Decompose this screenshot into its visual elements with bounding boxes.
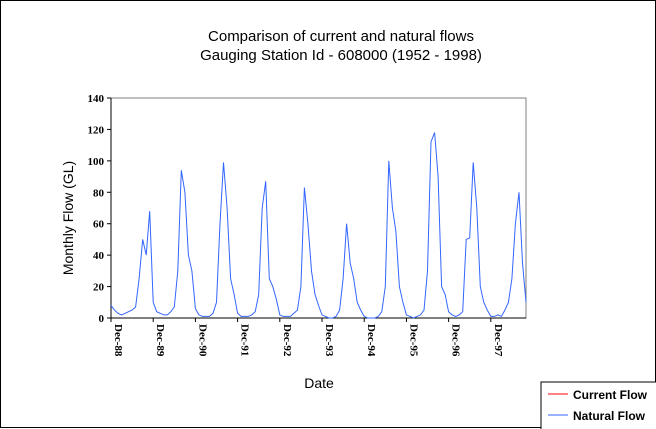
chart-title: Comparison of current and natural flows [208,28,474,45]
y-axis: 0 20 40 60 80 100 120 140 [88,93,112,325]
x-tick-label: Dec-88 [112,324,124,357]
y-tick-label: 60 [93,219,105,231]
y-tick-label: 0 [99,313,105,325]
x-tick-label: Dec-91 [239,324,251,356]
x-tick-label: Dec-96 [450,324,462,357]
y-tick-label: 100 [88,156,105,168]
y-tick-label: 120 [88,124,105,136]
series-layer [110,132,527,319]
x-tick-label: Dec-97 [492,324,504,357]
y-axis-title: Monthly Flow (GL) [60,161,76,275]
x-tick-label: Dec-90 [196,324,208,357]
legend-label-current-flow: Current Flow [573,388,648,402]
x-tick-label: Dec-92 [281,324,293,357]
x-tick-label: Dec-95 [407,324,419,357]
x-tick-label: Dec-94 [365,324,377,357]
x-tick-label: Dec-93 [323,324,335,357]
x-axis: Dec-88 Dec-89 Dec-90 Dec-91 Dec-92 Dec-93 Dec-… [110,317,526,357]
x-axis-title: Date [304,375,334,391]
y-tick-label: 20 [93,282,105,294]
y-tick-label: 140 [88,93,105,105]
legend: Current Flow Natural Flow [540,381,656,429]
legend-box [540,381,656,429]
chart-subtitle: Gauging Station Id - 608000 (1952 - 1998… [200,47,482,64]
x-tick-label: Dec-89 [154,324,166,357]
legend-label-natural-flow: Natural Flow [573,409,646,423]
y-tick-label: 80 [93,187,105,199]
series-line-natural-flow [110,132,527,319]
y-tick-label: 40 [93,250,105,262]
